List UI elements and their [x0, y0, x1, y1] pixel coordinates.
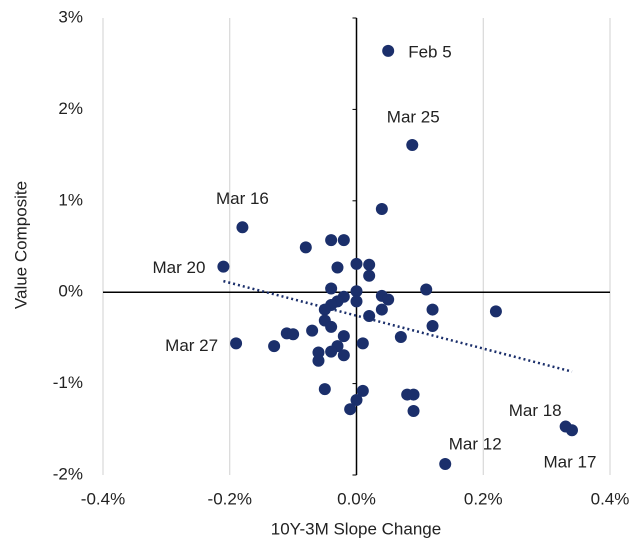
point: [337, 234, 350, 247]
x-tick-label: 0.0%: [337, 489, 376, 508]
point: [420, 283, 433, 296]
point-label: Mar 16: [216, 189, 269, 208]
point-label: Mar 17: [544, 453, 597, 472]
point: [363, 309, 376, 322]
point-label: Mar 20: [152, 258, 205, 277]
point: [318, 303, 331, 316]
x-axis-title: 10Y-3M Slope Change: [271, 519, 441, 538]
point-label: Mar 25: [387, 108, 440, 127]
point: [382, 44, 395, 57]
point: [407, 388, 420, 401]
point: [356, 337, 369, 350]
point-label: Mar 12: [449, 435, 502, 454]
point: [439, 458, 452, 471]
point: [407, 405, 420, 418]
point: [375, 203, 388, 216]
point: [375, 303, 388, 316]
point: [299, 241, 312, 254]
point: [382, 293, 395, 306]
point: [325, 234, 338, 247]
x-tick-label: -0.4%: [81, 489, 125, 508]
y-tick-label: 1%: [58, 190, 83, 209]
point: [394, 330, 407, 343]
point: [565, 424, 578, 437]
x-tick-label: -0.2%: [208, 489, 252, 508]
point: [363, 269, 376, 282]
point: [337, 349, 350, 362]
point: [337, 330, 350, 343]
point: [406, 139, 419, 152]
y-tick-label: 3%: [58, 7, 83, 26]
point-label: Mar 27: [165, 336, 218, 355]
point: [325, 320, 338, 333]
y-axis-title: Value Composite: [11, 181, 30, 309]
point: [344, 403, 357, 416]
point: [287, 328, 300, 341]
point: [350, 295, 363, 308]
point: [230, 337, 243, 350]
x-tick-label: 0.4%: [591, 489, 630, 508]
point: [489, 305, 502, 318]
point: [350, 394, 363, 407]
y-tick-label: 2%: [58, 99, 83, 118]
y-tick-label: 0%: [58, 282, 83, 301]
point: [217, 260, 230, 273]
point-label: Feb 5: [408, 42, 451, 61]
point: [318, 383, 331, 396]
point: [268, 340, 281, 353]
point-label: Mar 18: [509, 401, 562, 420]
point: [312, 346, 325, 359]
y-tick-label: -2%: [53, 464, 83, 483]
point: [306, 324, 319, 337]
point: [325, 345, 338, 358]
point: [363, 258, 376, 271]
point: [350, 285, 363, 298]
point: [312, 354, 325, 367]
point: [236, 221, 249, 234]
point: [356, 384, 369, 397]
point: [325, 282, 338, 295]
point: [426, 303, 439, 316]
y-tick-label: -1%: [53, 373, 83, 392]
point: [350, 257, 363, 270]
trend-line: [223, 279, 573, 373]
point: [426, 320, 439, 333]
point: [331, 261, 344, 274]
x-tick-label: 0.2%: [464, 489, 503, 508]
